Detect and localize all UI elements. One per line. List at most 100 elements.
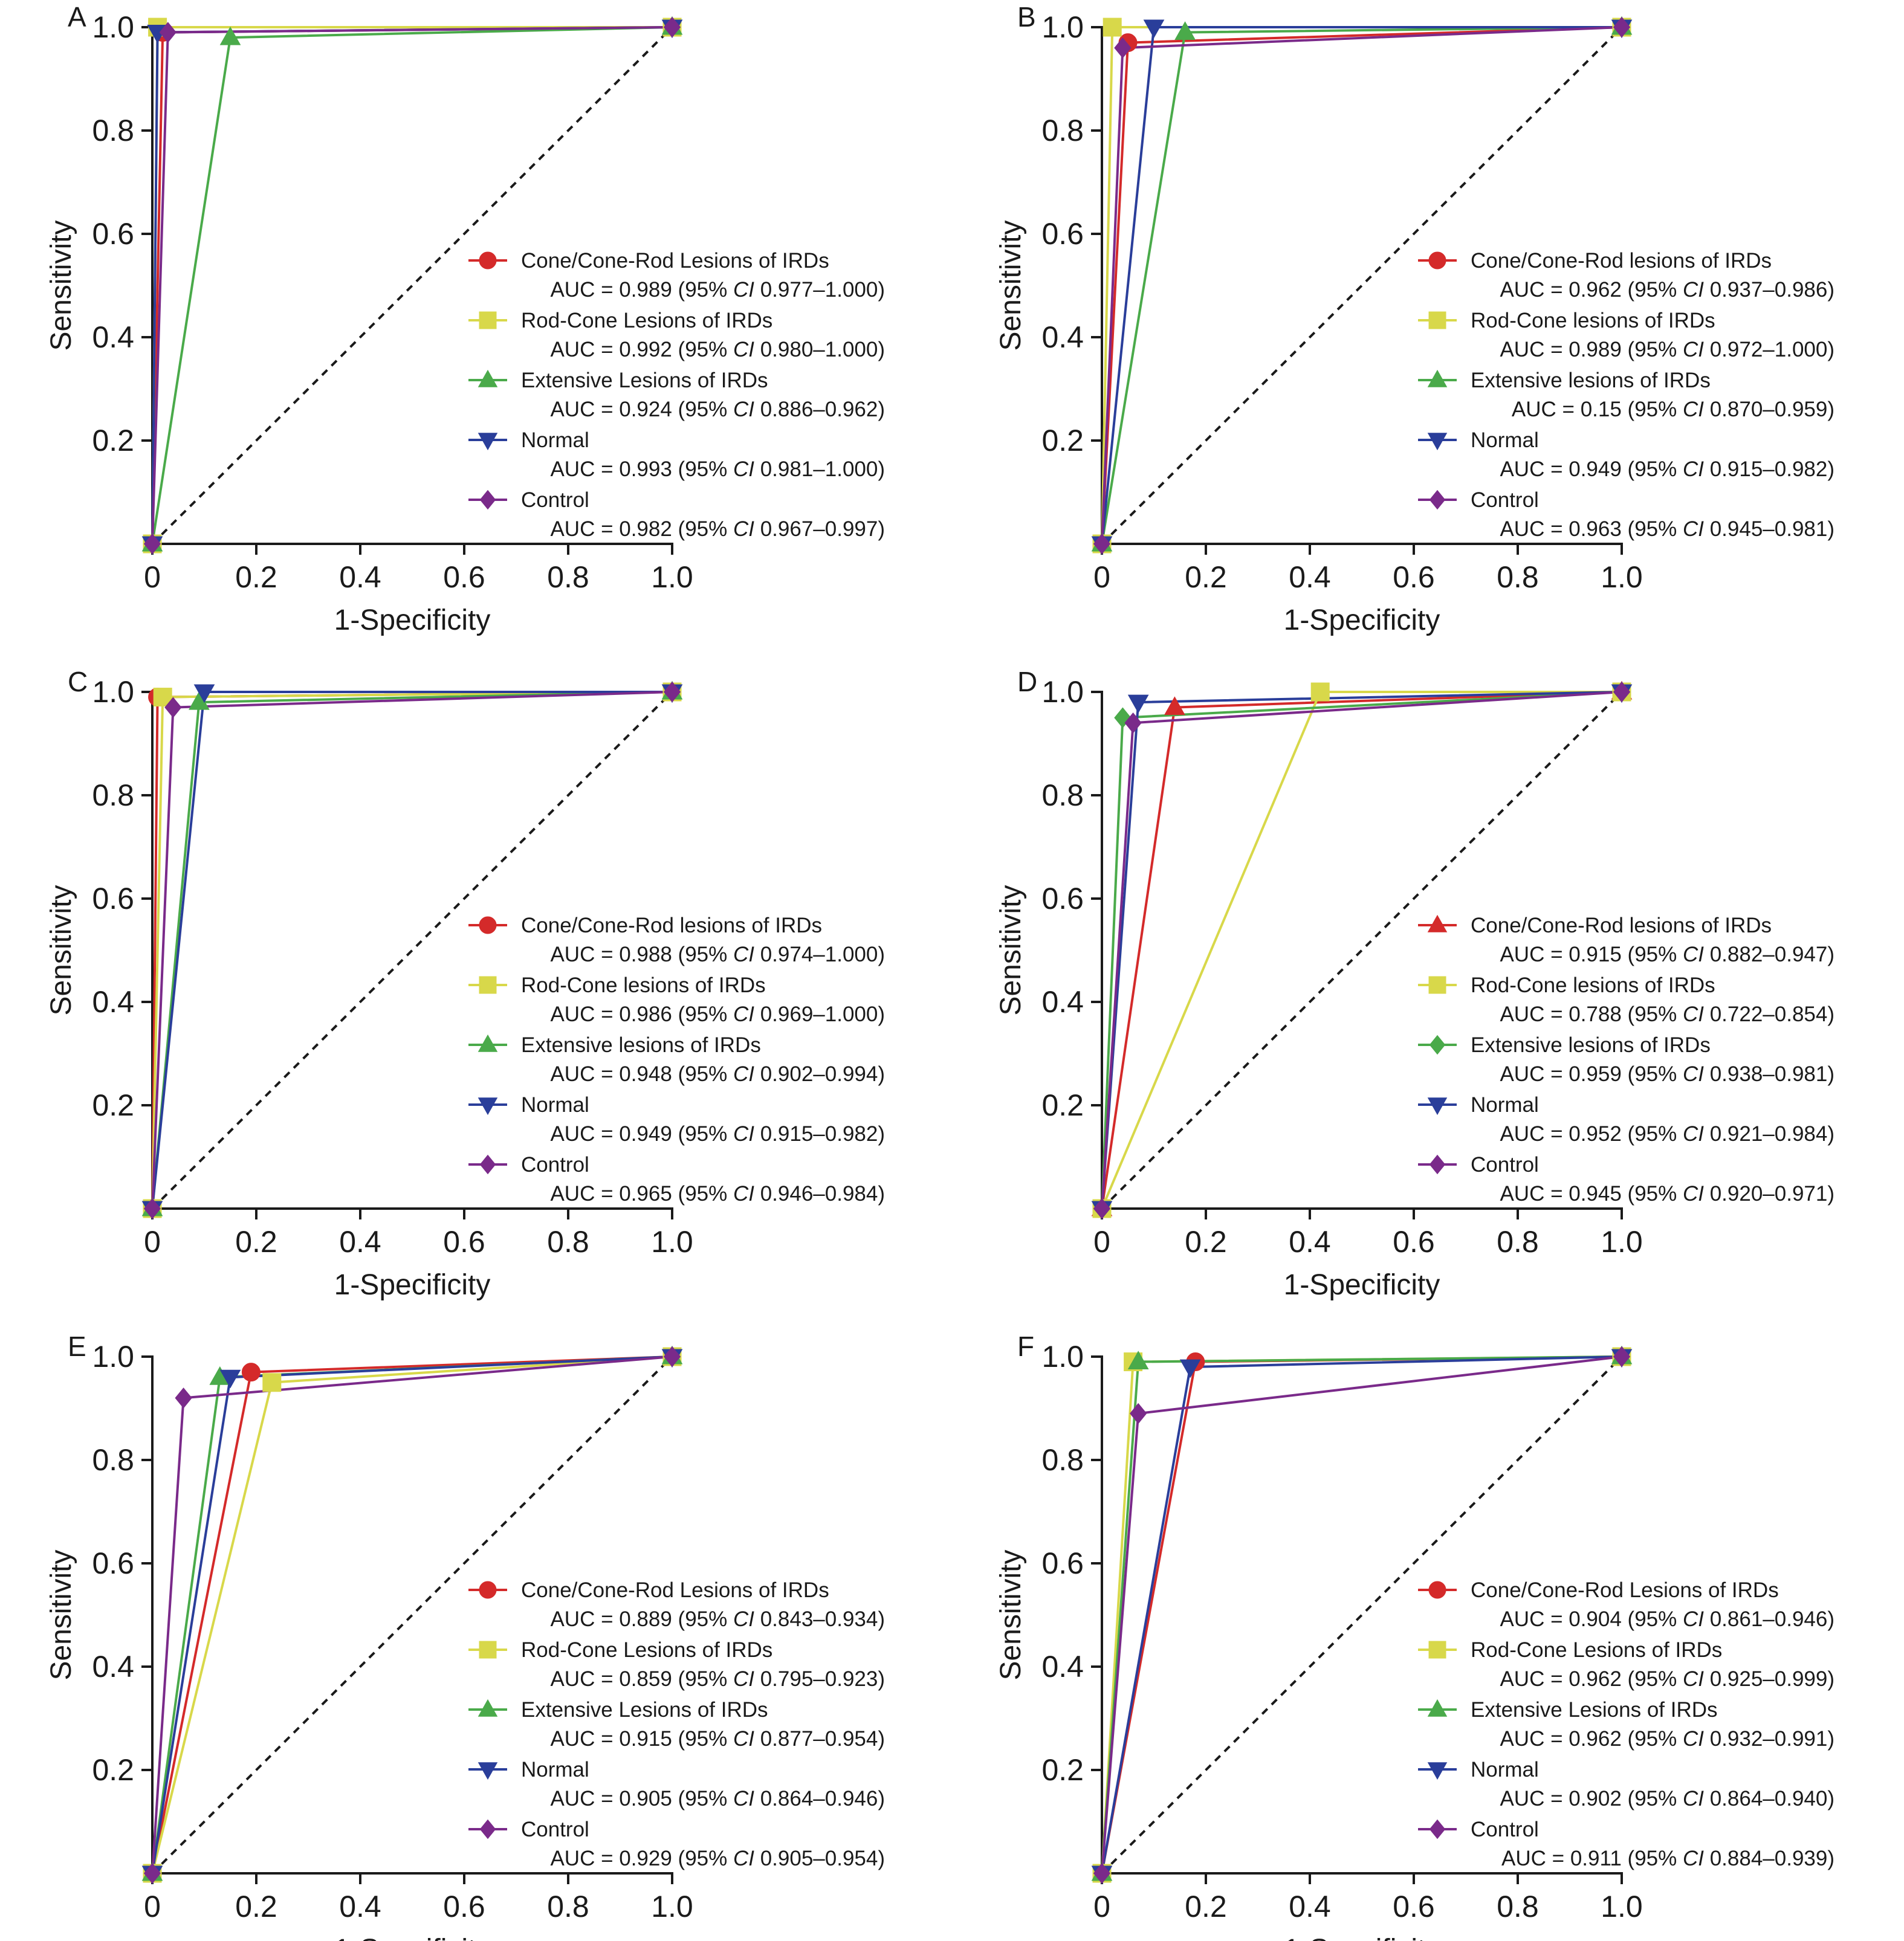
legend-auc-text: AUC = 0.989 (95% CI 0.972–1.000) [1500, 338, 1834, 361]
legend-auc-text: AUC = 0.962 (95% CI 0.925–0.999) [1500, 1667, 1834, 1691]
y-tick-label: 1.0 [1041, 675, 1084, 709]
x-tick-label: 0.6 [1393, 1890, 1435, 1923]
series-5-point [164, 697, 182, 718]
legend-marker-3 [478, 369, 498, 387]
x-tick-label: 0 [1093, 1890, 1110, 1923]
panel-letter: D [1017, 666, 1037, 697]
legend-auc-text: AUC = 0.924 (95% CI 0.886–0.962) [550, 398, 885, 421]
series-5-point [1613, 681, 1631, 703]
panel-c: C 0 0.2 0.4 0.6 0.8 1.0 0.2 0.4 0.6 0.8 1.0 1-Specif… [45, 666, 885, 1301]
legend-marker-3 [1427, 369, 1448, 387]
legend-label: Rod-Cone Lesions of IRDs [1471, 1638, 1722, 1662]
legend-marker-4 [1427, 433, 1448, 451]
series-4-point [1143, 19, 1165, 39]
legend-marker-1 [479, 916, 497, 934]
x-tick-label: 0.8 [547, 1890, 589, 1923]
y-tick-label: 0.4 [1041, 985, 1084, 1019]
series-2-point [262, 1373, 282, 1392]
series-5-point [143, 1862, 161, 1884]
x-tick-label: 1.0 [1601, 1890, 1643, 1923]
legend-auc-text: AUC = 0.915 (95% CI 0.882–0.947) [1500, 943, 1834, 966]
panel-a: A 0 0.2 0.4 0.6 0.8 1.0 0.2 0.4 0.6 0.8 1.0 1-Specif… [45, 1, 885, 636]
series-4-point [1127, 694, 1149, 714]
x-tick-label: 0.4 [339, 560, 381, 594]
panel-letter: E [68, 1331, 86, 1362]
legend-auc-text: AUC = 0.952 (95% CI 0.921–0.984) [1500, 1122, 1834, 1146]
legend-marker-3 [1429, 1035, 1446, 1055]
legend-auc-text: AUC = 0.989 (95% CI 0.977–1.000) [550, 278, 885, 302]
legend-marker-4 [478, 433, 498, 451]
series-5-point [143, 1198, 161, 1219]
legend-auc-text: AUC = 0.904 (95% CI 0.861–0.946) [1500, 1607, 1834, 1631]
legend-auc-text: AUC = 0.902 (95% CI 0.864–0.940) [1500, 1787, 1834, 1810]
legend-marker-2 [1428, 1641, 1446, 1659]
y-tick-label: 0.8 [92, 1443, 134, 1477]
y-tick-label: 1.0 [92, 10, 134, 44]
legend-label: Control [1471, 488, 1539, 512]
series-2-point [1103, 18, 1122, 37]
x-tick-label: 0.4 [339, 1225, 381, 1259]
legend-label: Rod-Cone Lesions of IRDs [521, 309, 772, 332]
legend: Cone/Cone-Rod Lesions of IRDs AUC = 0.889… [468, 1578, 885, 1870]
legend-marker-1 [1428, 1581, 1446, 1599]
legend-label: Control [521, 488, 589, 512]
panel-e: E 0 0.2 0.4 0.6 0.8 1.0 0.2 0.4 0.6 0.8 1.0 1-Specif… [45, 1331, 885, 1941]
y-axis-title: Sensitivity [995, 1549, 1027, 1680]
y-tick-label: 0.6 [1041, 1546, 1084, 1580]
legend-marker-1 [479, 1581, 497, 1599]
y-tick-label: 1.0 [92, 1340, 134, 1374]
y-tick-label: 0.2 [92, 1088, 134, 1122]
y-axis-title: Sensitivity [45, 885, 77, 1015]
legend-auc-text: AUC = 0.949 (95% CI 0.915–0.982) [1500, 457, 1834, 481]
legend: Cone/Cone-Rod lesions of IRDs AUC = 0.988… [468, 914, 885, 1206]
x-tick-label: 1.0 [1601, 1225, 1643, 1259]
x-tick-label: 0.6 [443, 560, 485, 594]
series-5-point [143, 533, 161, 555]
legend-marker-3 [478, 1034, 498, 1052]
legend: Cone/Cone-Rod lesions of IRDs AUC = 0.915… [1418, 914, 1834, 1206]
legend-label: Cone/Cone-Rod Lesions of IRDs [1471, 1578, 1779, 1602]
y-axis-title: Sensitivity [995, 885, 1027, 1015]
x-tick-label: 0.8 [547, 1225, 589, 1259]
chance-diagonal [151, 691, 673, 1210]
x-tick-label: 0.2 [235, 560, 277, 594]
legend-label: Normal [521, 428, 589, 452]
x-tick-label: 1.0 [1601, 560, 1643, 594]
x-axis-title: 1-Specificity [1284, 1269, 1440, 1301]
y-tick-label: 0.8 [1041, 1443, 1084, 1477]
series-5-point [175, 1387, 192, 1409]
panel-b: B 0 0.2 0.4 0.6 0.8 1.0 0.2 0.4 0.6 0.8 1.0 1-Specif… [995, 1, 1834, 636]
series-5-point [1124, 712, 1142, 734]
y-tick-label: 0.2 [92, 1753, 134, 1787]
legend-marker-1 [1428, 251, 1446, 270]
x-tick-label: 0 [144, 560, 161, 594]
legend-auc-text: AUC = 0.992 (95% CI 0.980–1.000) [550, 338, 885, 361]
legend-label: Normal [521, 1093, 589, 1117]
x-tick-label: 0.2 [1185, 1225, 1227, 1259]
legend-marker-4 [1427, 1097, 1448, 1116]
legend-label: Normal [1471, 1093, 1539, 1117]
y-tick-label: 0.8 [92, 114, 134, 147]
legend-auc-text: AUC = 0.982 (95% CI 0.967–0.997) [550, 517, 885, 541]
legend-marker-5 [1429, 1819, 1446, 1839]
legend-label: Cone/Cone-Rod lesions of IRDs [1471, 249, 1772, 273]
legend-label: Control [521, 1153, 589, 1177]
panel-letter: F [1017, 1331, 1034, 1362]
y-tick-label: 0.8 [92, 778, 134, 812]
legend-marker-2 [479, 1641, 497, 1659]
legend-label: Control [521, 1818, 589, 1841]
legend-auc-text: AUC = 0.788 (95% CI 0.722–0.854) [1500, 1003, 1834, 1026]
y-tick-label: 0.4 [92, 320, 134, 354]
series-5-point [1093, 1862, 1111, 1884]
legend-marker-1 [479, 251, 497, 270]
x-tick-label: 0.8 [1497, 1225, 1539, 1259]
series-5-point [159, 22, 176, 43]
y-tick-label: 0.4 [92, 985, 134, 1019]
series-5-point [1114, 37, 1132, 59]
legend-marker-5 [1429, 489, 1446, 510]
legend-auc-text: AUC = 0.905 (95% CI 0.864–0.946) [550, 1787, 885, 1810]
legend-marker-2 [479, 311, 497, 329]
legend-label: Cone/Cone-Rod Lesions of IRDs [521, 1578, 829, 1602]
y-tick-label: 0.4 [92, 1650, 134, 1684]
y-tick-label: 0.2 [1041, 1088, 1084, 1122]
